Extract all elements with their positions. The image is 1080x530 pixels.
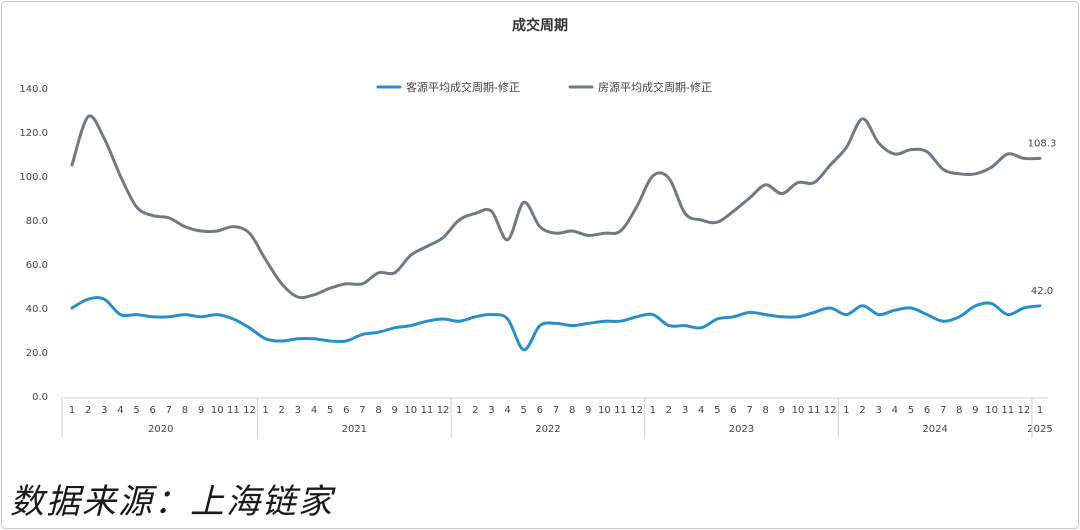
x-month-label: 10 — [211, 405, 224, 416]
x-month-label: 5 — [908, 405, 914, 416]
y-tick-label: 80.0 — [26, 216, 48, 227]
x-month-label: 7 — [553, 405, 559, 416]
x-month-label: 5 — [327, 405, 333, 416]
data-source: 数据来源：上海链家 — [10, 482, 334, 522]
x-month-label: 10 — [598, 405, 611, 416]
x-month-label: 8 — [569, 405, 575, 416]
x-month-label: 1 — [69, 405, 75, 416]
y-tick-label: 100.0 — [19, 172, 48, 183]
x-month-label: 12 — [243, 405, 256, 416]
chart-title: 成交周期 — [512, 17, 568, 34]
x-month-label: 4 — [311, 405, 317, 416]
x-month-label: 2 — [859, 405, 865, 416]
x-month-label: 10 — [792, 405, 805, 416]
y-tick-label: 60.0 — [26, 260, 48, 271]
x-month-label: 6 — [924, 405, 930, 416]
x-year-label: 2020 — [148, 424, 173, 435]
x-month-label: 8 — [956, 405, 962, 416]
x-month-label: 6 — [343, 405, 349, 416]
x-year-label: 2021 — [342, 424, 367, 435]
x-month-label: 10 — [985, 405, 998, 416]
x-axis: 1 2 3 4 5 6 7 8 9 10 11 12 1 2 3 4 5 6 7 8 9 10 11 12 1 2 3 4 5 6 7 8 9 1… — [61, 397, 1053, 438]
legend: 客源平均成交周期-修正 房源平均成交周期-修正 — [376, 80, 712, 94]
x-month-label: 1 — [1037, 405, 1043, 416]
y-tick-label: 140.0 — [19, 84, 48, 95]
x-month-label: 5 — [133, 405, 139, 416]
x-month-label: 3 — [875, 405, 881, 416]
x-month-label: 7 — [940, 405, 946, 416]
series-lines: 42.0 108.3 — [70, 114, 1057, 352]
x-month-label: 9 — [585, 405, 591, 416]
x-year-label: 2025 — [1027, 424, 1052, 435]
x-month-label: 9 — [779, 405, 785, 416]
x-year-label: 2024 — [922, 424, 947, 435]
x-month-label: 1 — [650, 405, 656, 416]
x-month-label: 2 — [279, 405, 285, 416]
x-month-label: 12 — [630, 405, 643, 416]
x-month-label: 9 — [198, 405, 204, 416]
x-month-label: 8 — [375, 405, 381, 416]
x-month-label: 4 — [892, 405, 898, 416]
x-month-label: 4 — [698, 405, 704, 416]
x-month-label: 4 — [504, 405, 510, 416]
line-chart: 成交周期 客源平均成交周期-修正 房源平均成交周期-修正 140.0120.010… — [19, 17, 1057, 438]
x-month-label: 6 — [537, 405, 543, 416]
series-line-buyer — [70, 296, 1042, 352]
y-axis: 140.0 120.0 100.0 80.0 60.0 40.0 20.0 0.0 — [19, 84, 48, 403]
x-month-label: 11 — [421, 405, 434, 416]
x-month-label: 8 — [182, 405, 188, 416]
x-month-label: 10 — [404, 405, 417, 416]
y-tick-label: 40.0 — [26, 304, 48, 315]
x-month-label: 3 — [295, 405, 301, 416]
x-month-label: 12 — [824, 405, 837, 416]
y-tick-label: 120.0 — [19, 128, 48, 139]
x-month-label: 3 — [682, 405, 688, 416]
series-line-listing — [70, 114, 1042, 300]
series-end-label: 108.3 — [1028, 138, 1057, 149]
x-month-label: 3 — [488, 405, 494, 416]
x-month-label: 6 — [730, 405, 736, 416]
x-month-label: 5 — [521, 405, 527, 416]
legend-label: 客源平均成交周期-修正 — [406, 80, 520, 94]
x-month-label: 2 — [472, 405, 478, 416]
x-month-label: 6 — [149, 405, 155, 416]
x-month-label: 2 — [85, 405, 91, 416]
x-month-label: 7 — [746, 405, 752, 416]
x-month-label: 7 — [166, 405, 172, 416]
y-tick-label: 20.0 — [26, 348, 48, 359]
x-year-label: 2023 — [729, 424, 754, 435]
x-month-label: 3 — [101, 405, 107, 416]
x-month-label: 8 — [763, 405, 769, 416]
x-month-label: 11 — [1001, 405, 1014, 416]
x-month-label: 5 — [714, 405, 720, 416]
y-tick-label: 0.0 — [32, 392, 48, 403]
x-month-label: 12 — [1017, 405, 1030, 416]
x-month-label: 11 — [808, 405, 821, 416]
x-month-label: 12 — [437, 405, 450, 416]
x-month-label: 7 — [359, 405, 365, 416]
x-month-label: 1 — [456, 405, 462, 416]
x-month-label: 4 — [117, 405, 123, 416]
x-month-label: 2 — [666, 405, 672, 416]
x-month-label: 9 — [972, 405, 978, 416]
x-month-label: 9 — [391, 405, 397, 416]
legend-label: 房源平均成交周期-修正 — [598, 80, 712, 94]
x-month-label: 11 — [227, 405, 240, 416]
series-end-label: 42.0 — [1031, 286, 1053, 297]
x-month-label: 1 — [843, 405, 849, 416]
x-month-label: 1 — [262, 405, 268, 416]
x-year-label: 2022 — [535, 424, 560, 435]
x-month-label: 11 — [614, 405, 627, 416]
